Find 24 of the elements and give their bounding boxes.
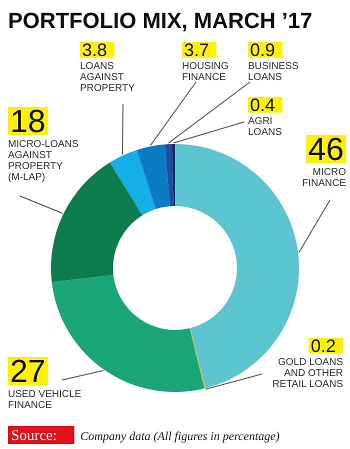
donut-slice — [164, 144, 174, 206]
slice-label: BUSINESS LOANS — [248, 61, 299, 83]
chart-title: PORTFOLIO MIX, MARCH ’17 — [8, 8, 312, 33]
data-label: 0.9 — [250, 40, 276, 60]
data-label: 3.8 — [82, 40, 108, 60]
slice-label: MICRO FINANCE — [302, 167, 346, 189]
slice-label: MICRO-LOANS AGAINST PROPERTY (M-LAP) — [8, 139, 79, 183]
data-label: 46 — [308, 131, 344, 167]
donut-slice — [190, 328, 206, 388]
donut-slice — [172, 144, 175, 206]
slice-label: HOUSING FINANCE — [182, 61, 229, 83]
donut-slice — [110, 150, 156, 216]
data-label: 0.4 — [250, 95, 276, 115]
slice-label: USED VEHICLE FINANCE — [8, 389, 82, 411]
donut-slice — [136, 144, 170, 210]
donut-slice — [52, 274, 204, 392]
slice-label: GOLD LOANS AND OTHER RETAIL LOANS — [272, 357, 344, 390]
data-label: 3.7 — [184, 40, 210, 60]
data-label: 27 — [10, 353, 46, 389]
text: Source: Company data (All figures in percentage) — [11, 428, 280, 444]
data-label: 18 — [10, 103, 46, 139]
slice-label: LOANS AGAINST PROPERTY — [80, 61, 136, 94]
data-label: 0.2 — [310, 336, 336, 356]
slice-label: AGRI LOANS — [248, 116, 282, 138]
